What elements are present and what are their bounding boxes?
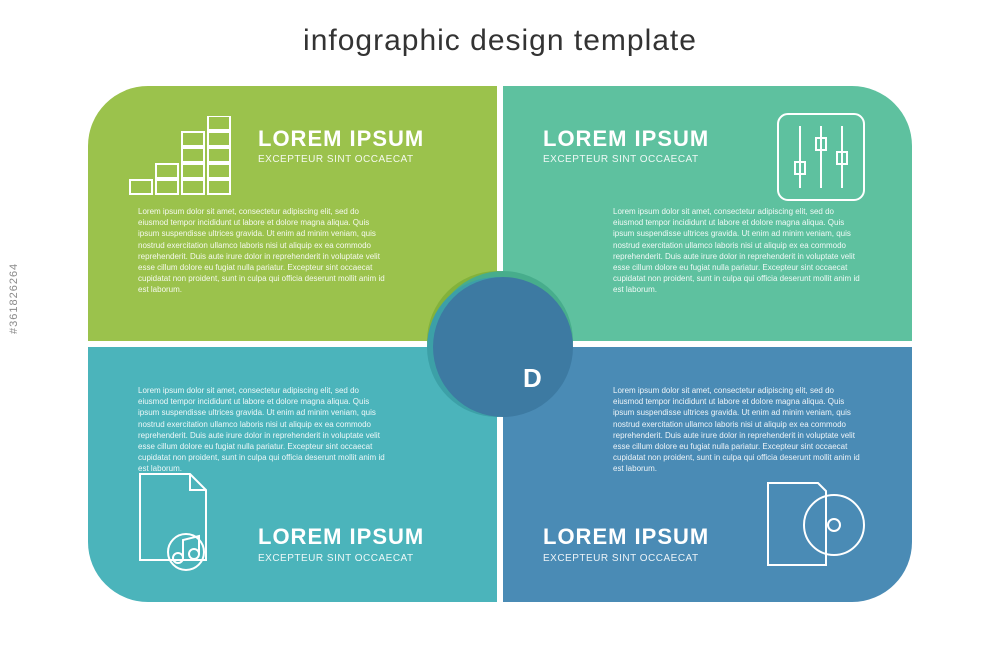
panel-a-body: Lorem ipsum dolor sit amet, consectetur … bbox=[138, 206, 388, 296]
mixer-sliders-icon bbox=[776, 112, 866, 202]
panel-d: LOREM IPSUM EXCEPTEUR SINT OCCAECAT Lore… bbox=[503, 347, 912, 602]
music-file-icon bbox=[134, 472, 224, 572]
panel-c-subheading: EXCEPTEUR SINT OCCAECAT bbox=[258, 553, 414, 564]
panel-b-subheading: EXCEPTEUR SINT OCCAECAT bbox=[543, 154, 699, 165]
panel-a-subheading: EXCEPTEUR SINT OCCAECAT bbox=[258, 154, 414, 165]
panel-c: LOREM IPSUM EXCEPTEUR SINT OCCAECAT Lore… bbox=[88, 347, 497, 602]
panel-b-heading: LOREM IPSUM bbox=[543, 126, 709, 152]
panel-c-body: Lorem ipsum dolor sit amet, consectetur … bbox=[138, 385, 388, 475]
watermark: #361826264 bbox=[8, 262, 20, 333]
vinyl-cover-icon bbox=[756, 477, 866, 572]
panel-d-subheading: EXCEPTEUR SINT OCCAECAT bbox=[543, 553, 699, 564]
panel-d-arc bbox=[433, 277, 573, 417]
panel-c-heading: LOREM IPSUM bbox=[258, 524, 424, 550]
page-title: infographic design template bbox=[303, 24, 697, 58]
panel-a-heading: LOREM IPSUM bbox=[258, 126, 424, 152]
panel-d-letter: D bbox=[523, 363, 542, 394]
infographic-grid: LOREM IPSUM EXCEPTEUR SINT OCCAECAT Lore… bbox=[88, 86, 912, 602]
panel-d-heading: LOREM IPSUM bbox=[543, 524, 709, 550]
equalizer-bars-icon bbox=[128, 116, 238, 196]
panel-d-body: Lorem ipsum dolor sit amet, consectetur … bbox=[613, 385, 863, 475]
panel-b: LOREM IPSUM EXCEPTEUR SINT OCCAECAT Lore… bbox=[503, 86, 912, 341]
panel-b-body: Lorem ipsum dolor sit amet, consectetur … bbox=[613, 206, 863, 296]
panel-a: LOREM IPSUM EXCEPTEUR SINT OCCAECAT Lore… bbox=[88, 86, 497, 341]
